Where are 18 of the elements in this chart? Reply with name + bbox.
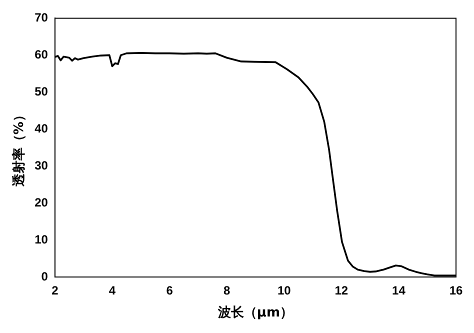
y-tick-label: 10 — [34, 232, 48, 246]
y-tick-label: 70 — [34, 10, 48, 25]
y-tick-label: 20 — [34, 195, 48, 210]
y-tick-label: 50 — [34, 84, 48, 98]
y-tick-label: 40 — [34, 121, 48, 136]
y-axis-title: 透射率（%） — [11, 108, 28, 188]
x-tick-label: 6 — [166, 284, 174, 298]
x-tick-label: 16 — [449, 284, 463, 298]
x-tick-label: 4 — [108, 284, 116, 298]
x-tick-label: 14 — [392, 284, 406, 298]
x-axis-title: 波长（μm） — [216, 306, 294, 321]
y-tick-label: 30 — [34, 158, 48, 172]
x-tick-label: 8 — [223, 284, 230, 298]
x-tick-label: 12 — [334, 284, 348, 298]
y-tick-label: 0 — [41, 269, 48, 284]
y-tick-label: 60 — [34, 47, 48, 62]
x-tick-label: 2 — [52, 284, 59, 298]
x-tick-label: 10 — [277, 284, 292, 298]
